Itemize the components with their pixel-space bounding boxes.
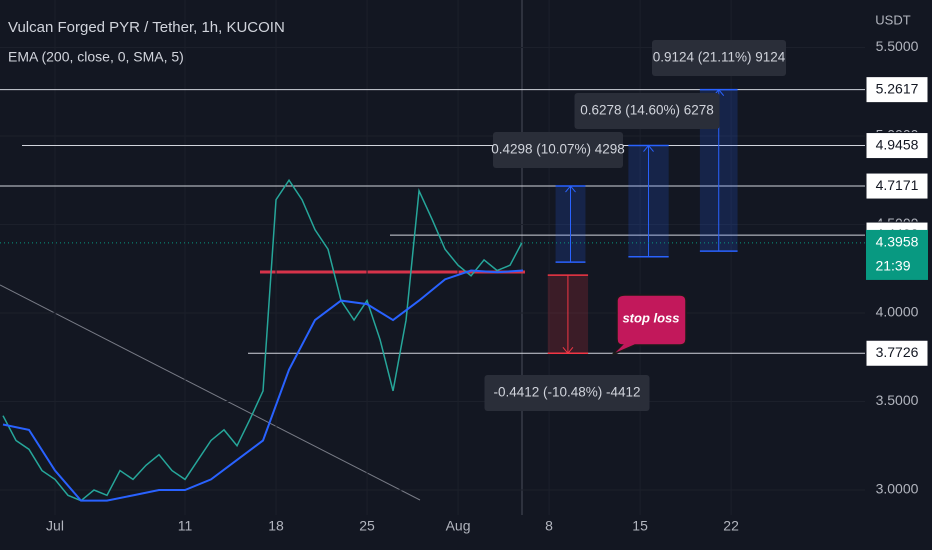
axis-unit: USDT	[875, 12, 910, 27]
measure-arrowhead	[562, 346, 574, 355]
measure-label-bg	[493, 132, 623, 168]
callout-text: stop loss	[622, 310, 679, 325]
measure-label: 0.6278 (14.60%) 6278	[580, 103, 714, 118]
last-price-label: 4.3958	[876, 234, 919, 250]
indicator-label: EMA (200, close, 0, SMA, 5)	[8, 49, 184, 65]
y-tick-label: 5.5000	[876, 38, 919, 54]
level-label-bg	[865, 339, 929, 367]
level-label: 5.2617	[876, 80, 919, 96]
measure-label: -0.4412 (-10.48%) -4412	[493, 385, 640, 400]
y-tick-label: 3.0000	[876, 481, 919, 497]
x-tick-label: Aug	[446, 518, 471, 534]
level-label: 4.9458	[876, 136, 919, 152]
y-tick-label: 3.5000	[876, 392, 919, 408]
last-price-bg	[866, 229, 928, 280]
measure-arrowhead	[565, 185, 576, 193]
x-tick-label: 15	[632, 518, 648, 534]
ema-line	[2, 269, 524, 502]
x-tick-label: Jul	[46, 518, 64, 534]
x-tick-label: 18	[268, 518, 284, 534]
callout-bubble	[611, 294, 687, 356]
x-tick-label: 25	[359, 518, 375, 534]
level-label: 4.7171	[876, 177, 919, 193]
level-label-bg	[865, 172, 929, 200]
price-line	[2, 178, 523, 502]
measure-label-bg	[484, 375, 650, 411]
measure-label: 0.4298 (10.07%) 4298	[491, 142, 625, 157]
measure-label-bg	[574, 93, 720, 129]
countdown-label: 21:39	[875, 258, 910, 274]
level-label-bg	[865, 76, 929, 104]
level-label: 3.7726	[876, 344, 919, 360]
chart-title: Vulcan Forged PYR / Tether, 1h, KUCOIN	[8, 19, 285, 36]
level-label-bg	[865, 132, 929, 160]
x-tick-label: 8	[545, 518, 553, 534]
x-tick-label: 22	[723, 518, 739, 534]
x-tick-label: 11	[178, 518, 193, 534]
y-tick-label: 4.0000	[876, 304, 919, 320]
measure-arrowhead	[643, 144, 654, 152]
trend-line	[0, 284, 421, 501]
measure-label-bg	[652, 40, 786, 76]
measure-label: 0.9124 (21.11%) 9124	[653, 50, 786, 65]
